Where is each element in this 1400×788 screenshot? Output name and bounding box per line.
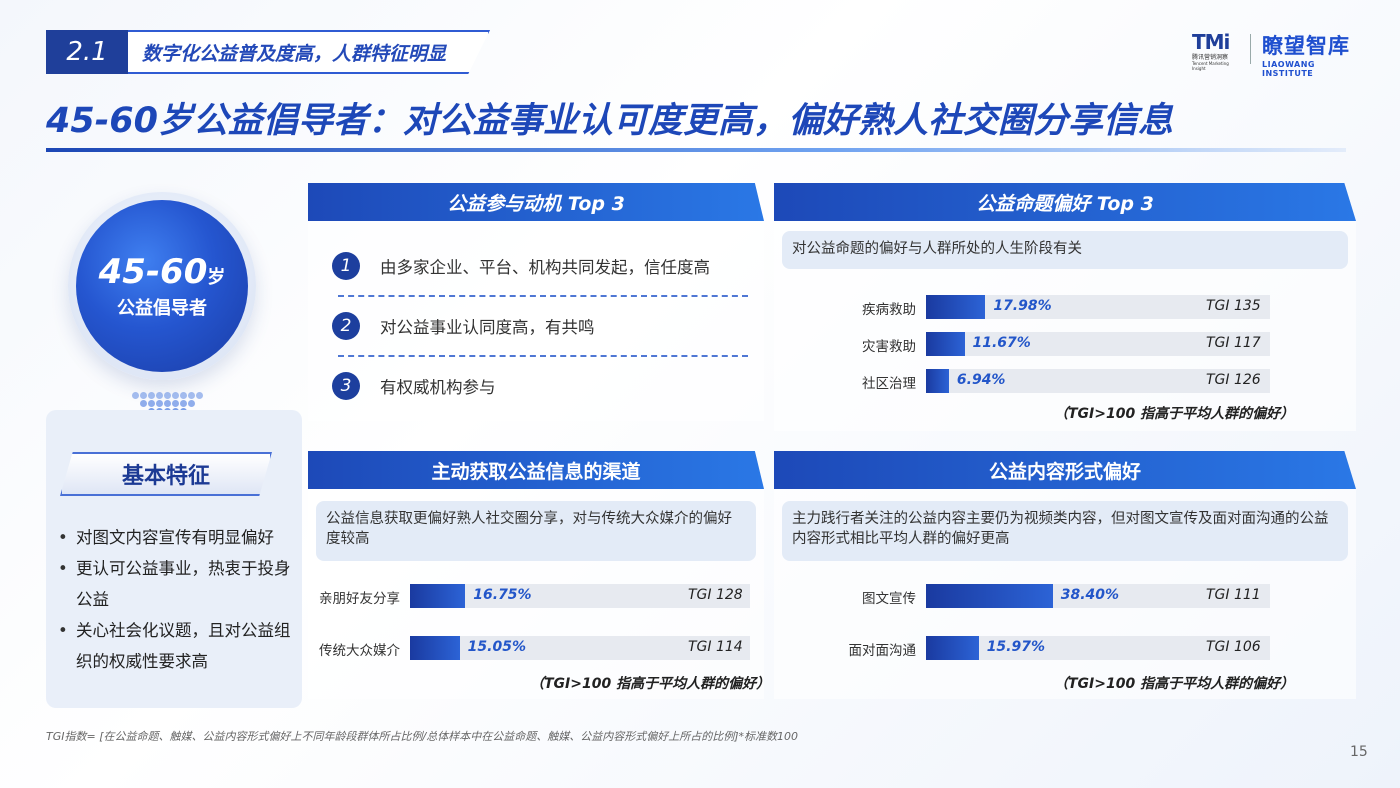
bar-label: 传统大众媒介	[319, 643, 400, 659]
rank-badge: 3	[332, 372, 360, 400]
tgi-label: TGI 114	[688, 639, 743, 655]
decoration-dot	[172, 400, 179, 407]
topics-footnote: （TGI>100 指高于平均人群的偏好）	[1054, 406, 1295, 422]
liaowang-logo: 瞭望智库 LIAOWANG INSTITUTE	[1262, 30, 1358, 78]
liaowang-logo-en: LIAOWANG INSTITUTE	[1262, 60, 1315, 78]
channels-panel: 公益信息获取更偏好熟人社交圈分享，对与传统大众媒介的偏好度较高 亲朋好友分享 16…	[308, 489, 771, 699]
motive-text: 由多家企业、平台、机构共同发起，信任度高	[380, 258, 710, 277]
list-item: 关心社会化议题，且对公益组织的权威性要求高	[56, 615, 296, 677]
motive-text: 有权威机构参与	[380, 378, 496, 397]
logo-divider	[1250, 34, 1251, 64]
decoration-dot	[156, 392, 163, 399]
decoration-dot	[180, 400, 187, 407]
decoration-dot	[180, 392, 187, 399]
bar-label: 面对面沟通	[848, 643, 917, 659]
decoration-dot	[188, 392, 195, 399]
bar-track	[410, 636, 750, 660]
section-number: 2.1	[46, 30, 128, 74]
bar-track	[926, 369, 1270, 393]
bar-value-label: 16.75%	[473, 587, 532, 603]
persona-age-value: 45-60	[98, 252, 208, 292]
decoration-dot	[172, 392, 179, 399]
list-item: 2 对公益事业认同度高，有共鸣	[332, 297, 748, 355]
motives-panel: 1 由多家企业、平台、机构共同发起，信任度高 2 对公益事业认同度高，有共鸣 3…	[308, 221, 764, 421]
bar	[926, 295, 986, 319]
tgi-label: TGI 117	[1206, 335, 1261, 351]
bar-value-label: 17.98%	[993, 298, 1052, 314]
tgi-label: TGI 111	[1206, 587, 1261, 603]
decoration-dot	[188, 400, 195, 407]
topics-note: 对公益命题的偏好与人群所处的人生阶段有关	[782, 231, 1348, 269]
motives-panel-title: 公益参与动机 Top 3	[308, 183, 764, 221]
list-item: 3 有权威机构参与	[332, 357, 748, 415]
decoration-dot	[148, 392, 155, 399]
list-item: 对图文内容宣传有明显偏好	[56, 522, 296, 553]
motives-list: 1 由多家企业、平台、机构共同发起，信任度高 2 对公益事业认同度高，有共鸣 3…	[332, 237, 748, 415]
rank-badge: 1	[332, 252, 360, 280]
topics-panel: 对公益命题的偏好与人群所处的人生阶段有关 疾病救助 17.98% TGI 135 灾害…	[774, 221, 1356, 431]
decoration-dot	[196, 392, 203, 399]
list-item: 更认可公益事业，热衷于投身公益	[56, 553, 296, 615]
bar	[926, 332, 965, 356]
bar-value-label: 38.40%	[1060, 587, 1120, 603]
bar-track	[926, 332, 1270, 356]
bar-label: 疾病救助	[862, 302, 916, 318]
formats-panel: 主力践行者关注的公益内容主要仍为视频类内容，但对图文宣传及面对面沟通的公益内容形…	[774, 489, 1356, 699]
persona-age: 45-60岁	[99, 252, 226, 292]
tgi-label: TGI 126	[1206, 372, 1261, 388]
title-underline	[46, 148, 1346, 152]
channels-note: 公益信息获取更偏好熟人社交圈分享，对与传统大众媒介的偏好度较高	[316, 501, 756, 561]
persona-age-unit: 岁	[207, 267, 226, 288]
features-list: 对图文内容宣传有明显偏好 更认可公益事业，热衷于投身公益 关心社会化议题，且对公…	[56, 522, 296, 677]
bar-value-label: 15.05%	[467, 639, 526, 655]
decoration-dot	[156, 400, 163, 407]
divider	[338, 295, 748, 297]
tgi-label: TGI 128	[688, 587, 743, 603]
decoration-dot	[148, 400, 155, 407]
channels-panel-title: 主动获取公益信息的渠道	[308, 451, 764, 489]
liaowang-logo-cn: 瞭望智库	[1262, 34, 1350, 58]
bar-value-label: 11.67%	[972, 335, 1031, 351]
list-item: 1 由多家企业、平台、机构共同发起，信任度高	[332, 237, 748, 295]
bar-label: 社区治理	[862, 376, 916, 392]
rank-badge: 2	[332, 312, 360, 340]
persona-role: 公益倡导者	[117, 298, 207, 319]
bar-label: 灾害救助	[862, 339, 916, 355]
formats-panel-title: 公益内容形式偏好	[774, 451, 1356, 489]
topics-panel-title: 公益命题偏好 Top 3	[774, 183, 1356, 221]
tgi-definition-note: TGI指数= [在公益命题、触媒、公益内容形式偏好上不同年龄段群体所占比例/总体…	[46, 730, 798, 743]
bar	[410, 584, 466, 608]
bar-label: 亲朋好友分享	[319, 591, 400, 607]
section-title: 数字化公益普及度高，人群特征明显	[128, 30, 490, 74]
tgi-label: TGI 106	[1206, 639, 1261, 655]
bar	[926, 369, 949, 393]
formats-note: 主力践行者关注的公益内容主要仍为视频类内容，但对图文宣传及面对面沟通的公益内容形…	[782, 501, 1348, 561]
persona-circle: 45-60岁 公益倡导者	[76, 200, 248, 372]
decoration-dot	[140, 392, 147, 399]
divider	[338, 355, 748, 357]
tmi-logo: TMi 腾讯营销洞察 Tencent Marketing Insight	[1192, 30, 1242, 71]
motive-text: 对公益事业认同度高，有共鸣	[380, 318, 595, 337]
channels-footnote: （TGI>100 指高于平均人群的偏好）	[530, 676, 771, 692]
tgi-label: TGI 135	[1206, 298, 1261, 314]
bar-track	[926, 636, 1270, 660]
formats-footnote: （TGI>100 指高于平均人群的偏好）	[1054, 676, 1295, 692]
bar-value-label: 6.94%	[956, 372, 1006, 388]
bar-label: 图文宣传	[862, 591, 916, 607]
bar	[926, 636, 979, 660]
page-number: 15	[1350, 744, 1368, 760]
tmi-logo-sub-cn: 腾讯营销洞察	[1192, 54, 1229, 61]
features-title: 基本特征	[60, 452, 272, 496]
bar	[926, 584, 1053, 608]
bar-value-label: 15.97%	[986, 639, 1045, 655]
page-title: 45-60岁公益倡导者：对公益事业认可度更高，偏好熟人社交圈分享信息	[46, 101, 1173, 141]
tmi-logo-sub-en: Tencent Marketing Insight	[1192, 61, 1229, 71]
bar	[410, 636, 460, 660]
decoration-dot	[140, 400, 147, 407]
tmi-logo-text: TMi	[1192, 30, 1230, 54]
decoration-dot	[164, 400, 171, 407]
decoration-dot	[164, 392, 171, 399]
bar-track	[410, 584, 750, 608]
decoration-dot	[132, 392, 139, 399]
